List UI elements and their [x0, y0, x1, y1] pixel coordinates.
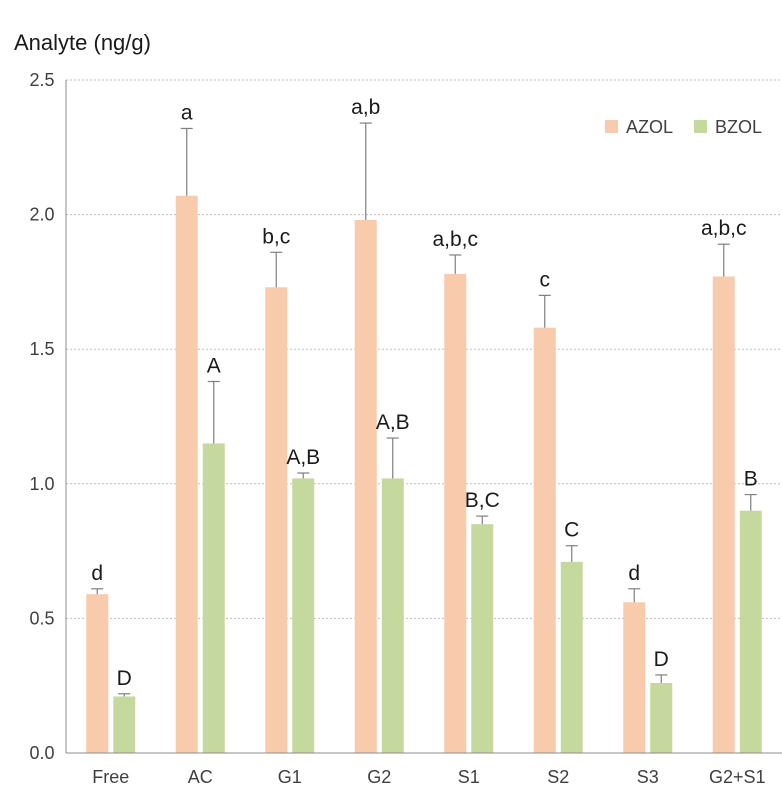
significance-label: a,b,c	[701, 217, 747, 240]
significance-label: A,B	[286, 446, 320, 469]
significance-label: B	[744, 468, 758, 491]
bar-azol	[444, 273, 467, 753]
x-tick-label: AC	[188, 767, 213, 787]
x-tick-label: S1	[458, 767, 480, 787]
bar-bzol	[113, 696, 136, 753]
bar-azol	[533, 327, 556, 753]
bar-bzol	[739, 510, 762, 753]
bar-azol	[86, 594, 109, 753]
x-tick-label: Free	[92, 767, 129, 787]
legend: AZOL BZOL	[605, 117, 762, 137]
significance-label: a,b,c	[432, 228, 478, 251]
bar-azol	[354, 219, 377, 753]
bar-bzol	[560, 561, 583, 753]
bar-azol	[175, 195, 198, 754]
significance-label: c	[540, 268, 551, 291]
x-tick-label: S3	[637, 767, 659, 787]
y-axis-title: Analyte (ng/g)	[14, 30, 151, 55]
significance-label: d	[628, 562, 640, 585]
y-tick-label: 1.5	[29, 339, 54, 359]
significance-label: a	[181, 101, 193, 124]
x-tick-label: G2+S1	[709, 767, 766, 787]
significance-label: a,b	[351, 96, 380, 119]
y-tick-label: 2.0	[29, 205, 54, 225]
y-tick-label: 2.5	[29, 70, 54, 90]
bar-bzol	[292, 478, 315, 753]
x-tick-label: G2	[367, 767, 391, 787]
significance-label: D	[654, 648, 669, 671]
bar-azol	[623, 602, 646, 753]
bar-bzol	[202, 443, 225, 753]
gridlines	[66, 79, 782, 619]
legend-label-azol: AZOL	[626, 117, 673, 137]
legend-swatch-bzol	[694, 120, 707, 133]
significance-label: d	[91, 562, 103, 585]
significance-label: B,C	[465, 489, 500, 512]
y-tick-label: 0.5	[29, 608, 54, 628]
bars: d Da Ab,c A,B a,b A,B a,b,c B,C c Cd Da,b,c B	[86, 96, 762, 754]
significance-label: C	[564, 519, 579, 542]
bar-azol	[712, 276, 735, 753]
significance-label: D	[117, 667, 132, 690]
x-tick-label: G1	[278, 767, 302, 787]
legend-label-bzol: BZOL	[715, 117, 762, 137]
bar-bzol	[650, 683, 673, 753]
x-tick-label: S2	[547, 767, 569, 787]
bar-bzol	[471, 524, 494, 753]
y-tick-label: 0.0	[29, 743, 54, 763]
significance-label: A,B	[376, 411, 410, 434]
bar-azol	[265, 287, 288, 753]
y-tick-label: 1.0	[29, 474, 54, 494]
significance-label: A	[207, 355, 221, 378]
legend-swatch-azol	[605, 120, 618, 133]
significance-label: b,c	[262, 225, 290, 248]
bar-bzol	[381, 478, 404, 753]
